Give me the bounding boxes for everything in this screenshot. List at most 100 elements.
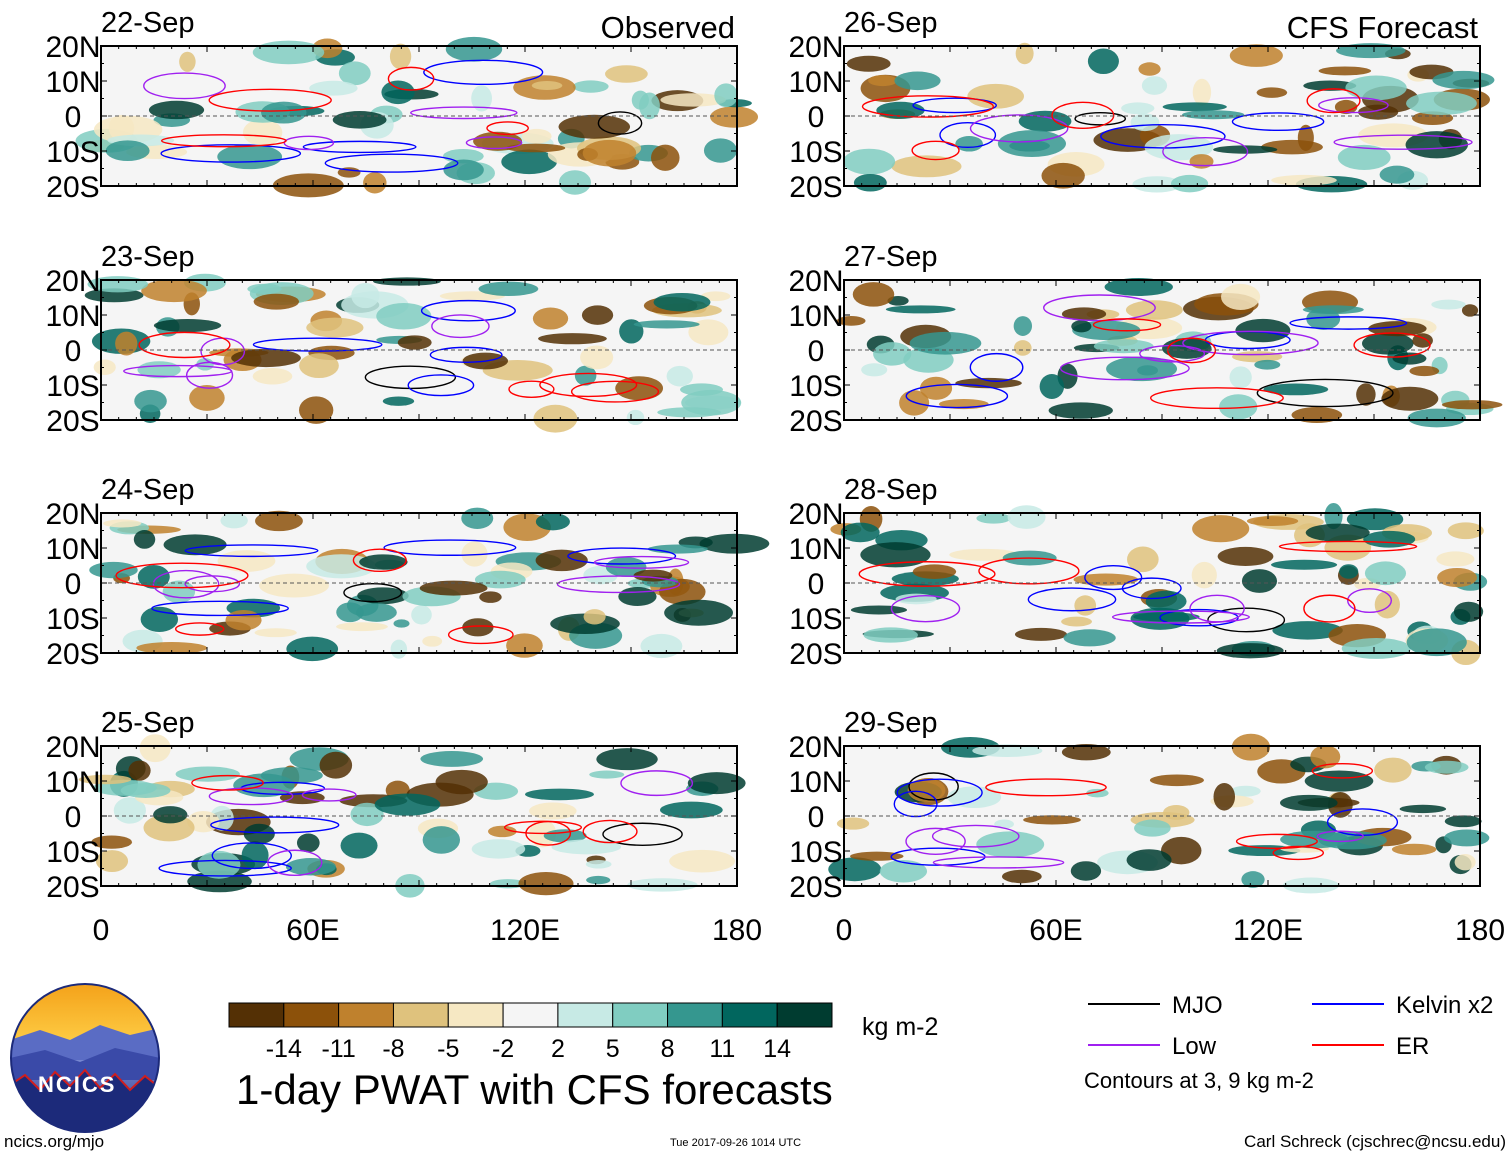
pwat-anomaly-blob	[1280, 794, 1338, 811]
contour-kelvin-x2	[151, 600, 289, 617]
pwat-anomaly-blob	[120, 782, 171, 798]
pwat-anomaly-blob	[435, 769, 488, 795]
pwat-anomaly-blob	[231, 348, 301, 368]
pwat-anomaly-blob	[1356, 383, 1376, 406]
pwat-anomaly-blob	[1432, 70, 1495, 90]
ncics-logo-text: NCICS	[38, 1072, 117, 1097]
panel-date-label: 28-Sep	[844, 474, 938, 506]
pwat-anomaly-blob	[1221, 283, 1261, 310]
pwat-anomaly-blob	[506, 143, 566, 153]
axis-ticks	[843, 745, 1481, 887]
pwat-anomaly-blob	[660, 801, 723, 819]
pwat-anomaly-blob	[501, 149, 557, 175]
y-tick-label: 20N	[788, 731, 843, 764]
contour-kelvin-x2	[158, 859, 292, 877]
contour-mjo	[343, 582, 403, 603]
pwat-anomaly-blob	[78, 774, 132, 785]
axis-ticks	[100, 745, 738, 887]
pwat-anomaly-blob	[1213, 782, 1236, 811]
contour-er	[1149, 387, 1284, 410]
contour-low	[301, 788, 357, 802]
contour-er	[978, 557, 1080, 585]
pwat-anomaly-blob	[1001, 869, 1042, 884]
pwat-anomaly-blob	[1127, 546, 1159, 573]
pwat-anomaly-blob	[1291, 407, 1343, 423]
pwat-anomaly-blob	[840, 522, 880, 543]
pwat-anomaly-blob	[1381, 386, 1439, 411]
pwat-anomaly-field	[828, 733, 1490, 894]
contour-er	[1311, 763, 1374, 779]
pwat-anomaly-blob	[843, 148, 896, 175]
contour-mjo	[1207, 607, 1286, 633]
pwat-anomaly-blob	[1246, 516, 1299, 526]
pwat-anomaly-blob	[253, 293, 300, 310]
pwat-anomaly-blob	[1013, 340, 1032, 356]
site-url[interactable]: ncics.org/mjo	[4, 1132, 105, 1151]
pwat-anomaly-blob	[113, 797, 146, 824]
y-tick-label: 0	[65, 801, 82, 834]
pwat-anomaly-blob	[947, 786, 1002, 809]
colorbar: -14 -11 -8 -5 -2 2 5 8 11 14	[228, 1002, 833, 1063]
contour-low	[620, 770, 694, 797]
y-tick-label: 10S	[46, 370, 99, 403]
pwat-anomaly-blob	[633, 320, 700, 329]
pwat-anomaly-blob	[355, 603, 397, 622]
pwat-anomaly-blob	[376, 302, 432, 330]
pwat-anomaly-blob	[1141, 76, 1168, 95]
pwat-anomaly-blob	[420, 750, 484, 767]
contour-kelvin-x2	[184, 544, 319, 558]
contour-kelvin-x2	[567, 547, 677, 565]
pwat-anomaly-blob	[259, 573, 329, 598]
contour-low	[1189, 594, 1245, 623]
pwat-anomaly-blob	[1191, 561, 1217, 589]
pwat-anomaly-blob	[443, 159, 484, 181]
pwat-anomaly-blob	[461, 541, 488, 567]
pwat-anomaly-blob	[653, 292, 711, 312]
y-tick-label: 10N	[788, 300, 843, 333]
pwat-anomaly-blob	[863, 627, 918, 643]
contour-kelvin-x2	[893, 790, 938, 818]
pwat-anomaly-blob	[1063, 629, 1116, 647]
y-tick-label: 20S	[789, 871, 842, 904]
y-tick-label: 20N	[788, 265, 843, 298]
pwat-anomaly-blob	[1162, 337, 1212, 359]
colorbar-swatch	[557, 1002, 614, 1028]
pwat-anomaly-blob	[299, 396, 334, 424]
pwat-anomaly-blob	[1453, 601, 1484, 622]
pwat-anomaly-blob	[141, 279, 207, 303]
contour-er	[352, 548, 407, 573]
colorbar-units: kg m-2	[862, 1013, 939, 1041]
pwat-anomaly-blob	[860, 542, 931, 568]
contour-low	[152, 569, 220, 599]
pwat-anomaly-blob	[868, 75, 898, 87]
pwat-anomaly-blob	[699, 533, 770, 554]
pwat-anomaly-blob	[479, 591, 502, 603]
pwat-anomaly-blob	[626, 409, 645, 426]
pwat-anomaly-blob	[1007, 505, 1046, 529]
pwat-anomaly-blob	[84, 288, 144, 303]
y-tick-label: 10S	[46, 603, 99, 636]
pwat-anomaly-blob	[1305, 523, 1370, 542]
colorbar-label: -2	[492, 1035, 514, 1063]
pwat-anomaly-blob	[255, 510, 303, 532]
pwat-anomaly-blob	[580, 345, 614, 370]
pwat-anomaly-blob	[909, 331, 982, 355]
colorbar-label: 14	[763, 1035, 791, 1063]
contour-low	[1139, 344, 1206, 363]
y-tick-label: 10S	[46, 136, 99, 169]
y-tick-label: 10S	[46, 836, 99, 869]
wave-contours	[905, 294, 1431, 410]
y-tick-label: 0	[808, 335, 825, 368]
pwat-anomaly-blob	[471, 85, 493, 112]
pwat-anomaly-blob	[1138, 62, 1161, 76]
y-tick-label: 20S	[46, 171, 99, 204]
colorbar-swatch	[667, 1002, 723, 1028]
y-tick-label: 10S	[789, 370, 842, 403]
pwat-anomaly-blob	[1213, 145, 1278, 154]
panel-date-label: 22-Sep	[101, 7, 195, 39]
